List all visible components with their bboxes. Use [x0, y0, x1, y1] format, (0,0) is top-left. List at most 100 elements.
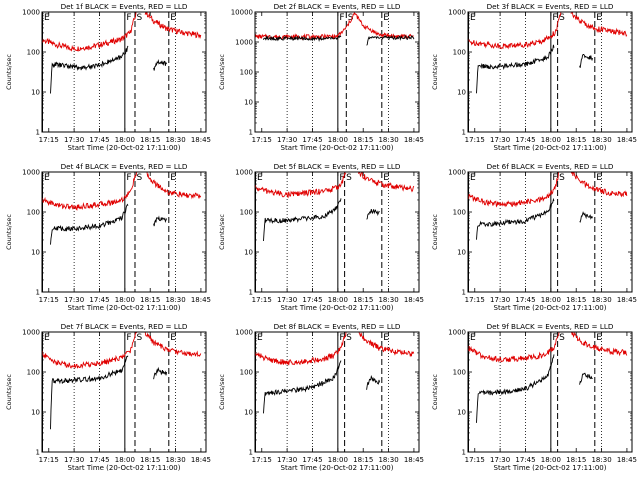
y-tick-label: 1000 [22, 329, 40, 337]
y-tick-label: 1 [249, 289, 253, 297]
y-tick-label: 1 [462, 129, 466, 137]
y-tick-label: 100 [453, 209, 466, 217]
x-tick-label: 18:00 [541, 136, 561, 144]
events-series-line [263, 198, 342, 242]
detector-panel: Det 1f BLACK = Events, RED = LLD E F S E 1 10 1… [0, 0, 213, 164]
chart-title: Det 9f BLACK = Events, RED = LLD [487, 322, 614, 331]
x-tick-label: 17:15 [39, 296, 59, 304]
chart-svg: Det 1f BLACK = Events, RED = LLD E F S E 1 10 1… [5, 2, 211, 152]
events-series-line [263, 34, 342, 43]
events-series-line [476, 44, 555, 94]
x-tick-label: 17:45 [302, 136, 322, 144]
x-tick-label: 17:45 [515, 136, 535, 144]
x-tick-label: 18:30 [165, 296, 185, 304]
lld-series-line [42, 332, 138, 369]
lld-series-line [357, 172, 415, 193]
x-axis-label: Start Time (20-Oct-02 17:11:00) [68, 144, 181, 152]
event-marker-label: F [552, 173, 557, 183]
x-tick-label: 17:15 [465, 136, 485, 144]
event-marker-label: S [346, 333, 352, 343]
event-marker-label: S [346, 173, 352, 183]
series-group [42, 172, 202, 245]
y-tick-label: 100 [27, 49, 40, 57]
x-tick-label: 18:30 [591, 136, 611, 144]
x-tick-label: 18:00 [541, 456, 561, 464]
y-tick-label: 10 [31, 89, 40, 97]
chart-svg: Det 7f BLACK = Events, RED = LLD E F S E 1 10 1… [5, 322, 211, 472]
chart-svg: Det 6f BLACK = Events, RED = LLD E F S E 1 10 1… [431, 162, 637, 312]
lld-series-line [570, 12, 628, 38]
events-series-line [579, 54, 594, 68]
y-tick-label: 100 [27, 369, 40, 377]
y-tick-label: 10 [457, 409, 466, 417]
event-marker-label: F [126, 333, 131, 343]
x-tick-label: 18:45 [191, 136, 211, 144]
lld-series-line [468, 332, 560, 363]
events-series-line [263, 360, 342, 414]
y-tick-label: 1000 [448, 9, 466, 17]
x-tick-label: 18:45 [617, 296, 637, 304]
x-axis-label: Start Time (20-Oct-02 17:11:00) [494, 464, 607, 472]
chart-title: Det 7f BLACK = Events, RED = LLD [61, 322, 188, 331]
lld-series-line [255, 172, 347, 199]
y-tick-label: 100 [240, 369, 253, 377]
series-group [42, 332, 202, 430]
chart-title: Det 2f BLACK = Events, RED = LLD [274, 2, 401, 11]
event-marker-label: F [339, 333, 344, 343]
chart-svg: Det 9f BLACK = Events, RED = LLD E F S E 1 10 1… [431, 322, 637, 472]
detector-panel: Det 9f BLACK = Events, RED = LLD E F S E 1 10 1… [426, 320, 639, 484]
event-marker-label: E [470, 173, 476, 183]
plot-frame [467, 331, 633, 453]
event-marker-label: S [136, 333, 142, 343]
x-tick-label: 17:30 [490, 136, 510, 144]
chart-title: Det 8f BLACK = Events, RED = LLD [274, 322, 401, 331]
events-series-line [50, 203, 129, 245]
x-tick-label: 18:45 [191, 296, 211, 304]
x-tick-label: 17:30 [490, 456, 510, 464]
event-marker-label: E [170, 13, 176, 23]
x-tick-label: 18:15 [140, 456, 160, 464]
x-tick-label: 18:30 [591, 456, 611, 464]
y-tick-label: 1000 [448, 169, 466, 177]
x-tick-label: 17:30 [277, 456, 297, 464]
y-tick-label: 10 [244, 409, 253, 417]
event-marker-label: E [596, 333, 602, 343]
lld-series-line [144, 332, 202, 357]
y-tick-label: 100 [240, 209, 253, 217]
x-tick-label: 18:15 [566, 296, 586, 304]
y-axis-label: Counts/sec [5, 374, 13, 410]
x-tick-label: 18:15 [566, 456, 586, 464]
x-tick-label: 17:45 [89, 296, 109, 304]
y-axis-label: Counts/sec [431, 374, 439, 410]
x-tick-label: 17:15 [252, 296, 272, 304]
x-tick-label: 18:15 [140, 136, 160, 144]
detector-panel: Det 5f BLACK = Events, RED = LLD E F S E 1 10 1… [213, 160, 426, 324]
series-group [255, 332, 415, 414]
series-group [468, 12, 628, 94]
x-tick-label: 18:15 [353, 456, 373, 464]
y-tick-label: 1 [249, 449, 253, 457]
detector-panel: Det 4f BLACK = Events, RED = LLD E F S E 1 10 1… [0, 160, 213, 324]
x-tick-label: 17:30 [277, 136, 297, 144]
x-tick-label: 17:30 [277, 296, 297, 304]
events-series-line [476, 354, 555, 423]
x-tick-label: 17:30 [490, 296, 510, 304]
x-tick-label: 18:30 [165, 136, 185, 144]
chart-svg: Det 8f BLACK = Events, RED = LLD E F S E 1 10 1… [218, 322, 424, 472]
x-tick-label: 18:15 [140, 296, 160, 304]
event-marker-label: E [596, 13, 602, 23]
x-tick-label: 17:45 [89, 136, 109, 144]
x-axis-label: Start Time (20-Oct-02 17:11:00) [68, 304, 181, 312]
y-tick-label: 10 [31, 249, 40, 257]
y-tick-label: 1000 [235, 39, 253, 47]
events-series-line [366, 374, 381, 390]
detector-panel: Det 3f BLACK = Events, RED = LLD E F S E 1 10 1… [426, 0, 639, 164]
y-tick-label: 1000 [22, 9, 40, 17]
x-tick-label: 18:00 [115, 456, 135, 464]
x-tick-label: 18:15 [353, 296, 373, 304]
x-tick-label: 18:00 [541, 296, 561, 304]
y-tick-label: 100 [27, 209, 40, 217]
events-series-line [50, 45, 129, 94]
lld-series-line [570, 172, 628, 198]
y-axis-label: Counts/sec [218, 214, 226, 250]
